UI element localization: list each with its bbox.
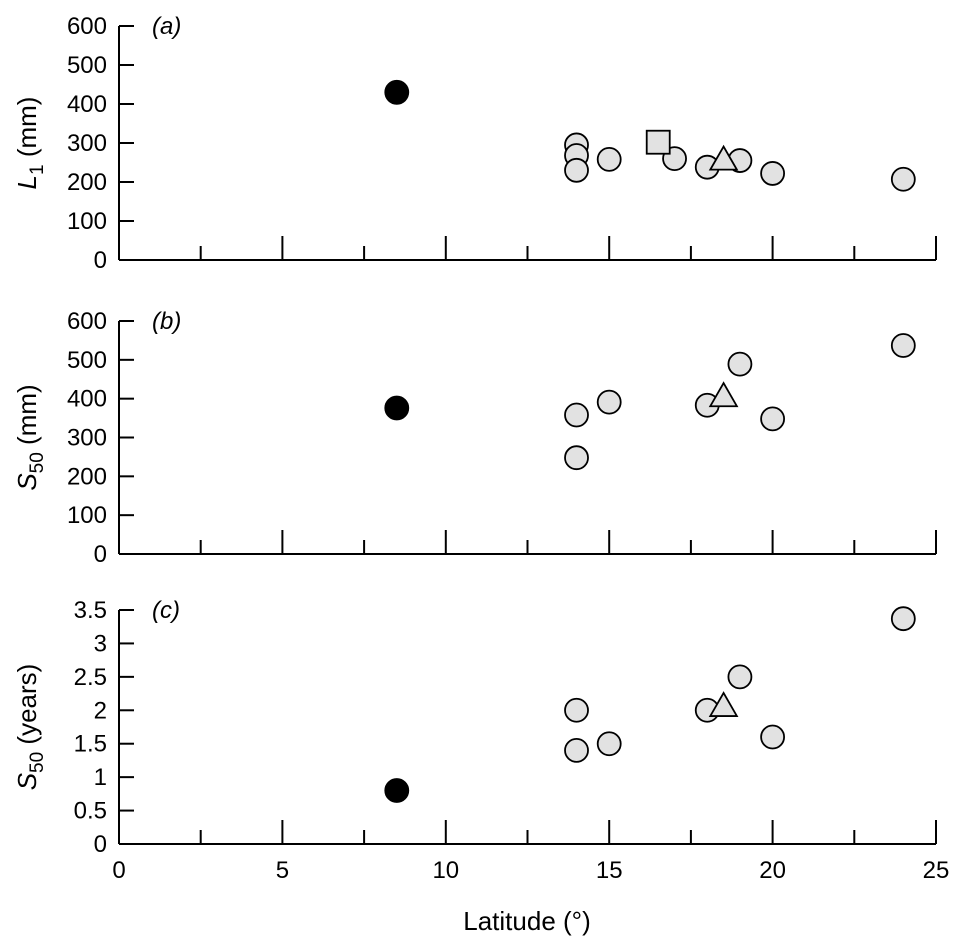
- y-tick-label: 600: [67, 13, 107, 40]
- circle-point: [890, 333, 916, 358]
- y-axis-title: S50 (years): [12, 664, 48, 791]
- x-tick-label: 15: [596, 857, 623, 884]
- y-tick-label: 1: [94, 764, 107, 791]
- x-tick-label: 25: [923, 857, 950, 884]
- circle-point: [596, 731, 622, 757]
- circle-point: [564, 402, 589, 428]
- y-tick-label: 100: [67, 502, 107, 529]
- panel-c: 0 0.5 1 1.5 2 2.5 3 3.5 0 5 10 15 20 25 (c) S50 (years): [12, 597, 949, 884]
- circle-point: [564, 738, 589, 763]
- panel-label: (a): [152, 13, 181, 40]
- x-tick-label: 10: [432, 857, 459, 884]
- y-tick-label: 3: [94, 630, 107, 657]
- panel-b: 0 100 200 300 400 500 600 (b) S50 (mm): [12, 308, 937, 568]
- y-axis-title: S50 (mm): [12, 384, 48, 490]
- circle-point: [890, 166, 916, 192]
- y-tick-label: 400: [67, 386, 107, 413]
- circle-point: [760, 724, 785, 750]
- panel-label: (b): [152, 308, 181, 335]
- y-tick-label: 400: [67, 91, 107, 118]
- y-tick-label: 0: [94, 831, 107, 858]
- y-tick-label: 2.5: [74, 664, 107, 691]
- triangle-point: [708, 691, 739, 717]
- x-tick-label: 0: [112, 857, 125, 884]
- y-tick-label: 600: [67, 308, 107, 335]
- circle-point: [596, 389, 622, 415]
- filled-circle-point: [384, 79, 410, 105]
- y-tick-label: 2: [94, 697, 107, 724]
- filled-circle-point: [384, 778, 410, 803]
- y-tick-label: 100: [67, 208, 107, 235]
- y-tick-label: 200: [67, 463, 107, 490]
- circle-point: [596, 146, 622, 172]
- y-tick-label: 300: [67, 130, 107, 157]
- circle-point: [760, 406, 785, 432]
- y-tick-label: 0: [94, 541, 107, 568]
- x-tick-label: 5: [276, 857, 289, 884]
- triangle-point: [708, 144, 739, 171]
- y-tick-label: 300: [67, 425, 107, 452]
- panel-a: 0 100 200 300 400 500 600 (a) L1 (mm): [12, 13, 937, 274]
- y-tick-label: 500: [67, 347, 107, 374]
- y-tick-label: 0: [94, 247, 107, 274]
- circle-point: [564, 157, 589, 183]
- y-tick-label: 0.5: [74, 798, 107, 825]
- x-tick-label: 20: [759, 857, 786, 884]
- x-axis-title: Latitude (°): [463, 906, 590, 936]
- circle-point: [727, 351, 753, 377]
- filled-circle-point: [384, 395, 410, 421]
- triangle-point: [708, 381, 739, 408]
- y-axis-title: L1 (mm): [12, 97, 48, 190]
- y-tick-label: 500: [67, 52, 107, 79]
- circle-point: [564, 697, 589, 723]
- panel-label: (c): [152, 597, 180, 624]
- y-tick-label: 3.5: [74, 597, 107, 624]
- y-tick-label: 1.5: [74, 731, 107, 758]
- square-point: [645, 129, 671, 155]
- y-tick-label: 200: [67, 169, 107, 196]
- circle-point: [890, 606, 916, 632]
- circle-point: [760, 161, 785, 186]
- circle-point: [564, 445, 589, 471]
- circle-point: [727, 664, 753, 690]
